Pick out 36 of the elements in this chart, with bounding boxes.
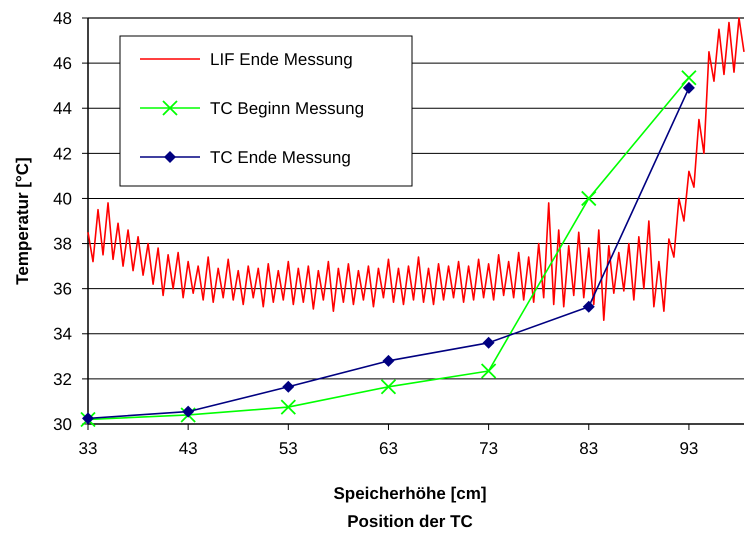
y-tick-label: 42 [53, 144, 72, 164]
point [480, 363, 497, 379]
y-tick-label: 48 [53, 8, 72, 28]
point [82, 412, 94, 424]
y-tick-label: 36 [53, 280, 72, 299]
x-tick-label: 53 [278, 439, 298, 458]
point [282, 380, 294, 393]
point [580, 190, 597, 206]
y-tick-label: 40 [53, 189, 72, 208]
x-axis-title: Speicherhöhe [cm] Position der TC [333, 484, 487, 531]
x-tick-label: 43 [178, 439, 198, 458]
point [482, 336, 495, 349]
point [182, 406, 194, 418]
y-axis-title: Temperatur [°C] [13, 157, 32, 285]
y-tick-label: 32 [53, 370, 72, 389]
point [682, 82, 695, 94]
y-tick-label: 38 [53, 234, 72, 254]
y-tick-label: 34 [53, 324, 72, 344]
x-tick-label: 93 [679, 439, 698, 458]
y-tick-label: 30 [53, 414, 72, 434]
legend-label: TC Ende Messung [210, 148, 351, 167]
y-tick-label: 46 [53, 54, 72, 74]
legend-label: LIF Ende Messung [210, 50, 353, 69]
point [180, 407, 196, 423]
legend-label: TC Beginn Messung [210, 98, 364, 118]
x-tick-label: 83 [579, 439, 598, 458]
point [382, 354, 394, 367]
x-tick-label: 33 [78, 439, 98, 458]
point [582, 300, 595, 313]
point [380, 378, 396, 395]
x-tick-label: 63 [378, 439, 398, 458]
point [681, 70, 697, 86]
x-tick-label: 73 [479, 439, 498, 458]
point [280, 399, 296, 415]
point [80, 412, 96, 428]
y-tick-label: 44 [53, 99, 72, 118]
